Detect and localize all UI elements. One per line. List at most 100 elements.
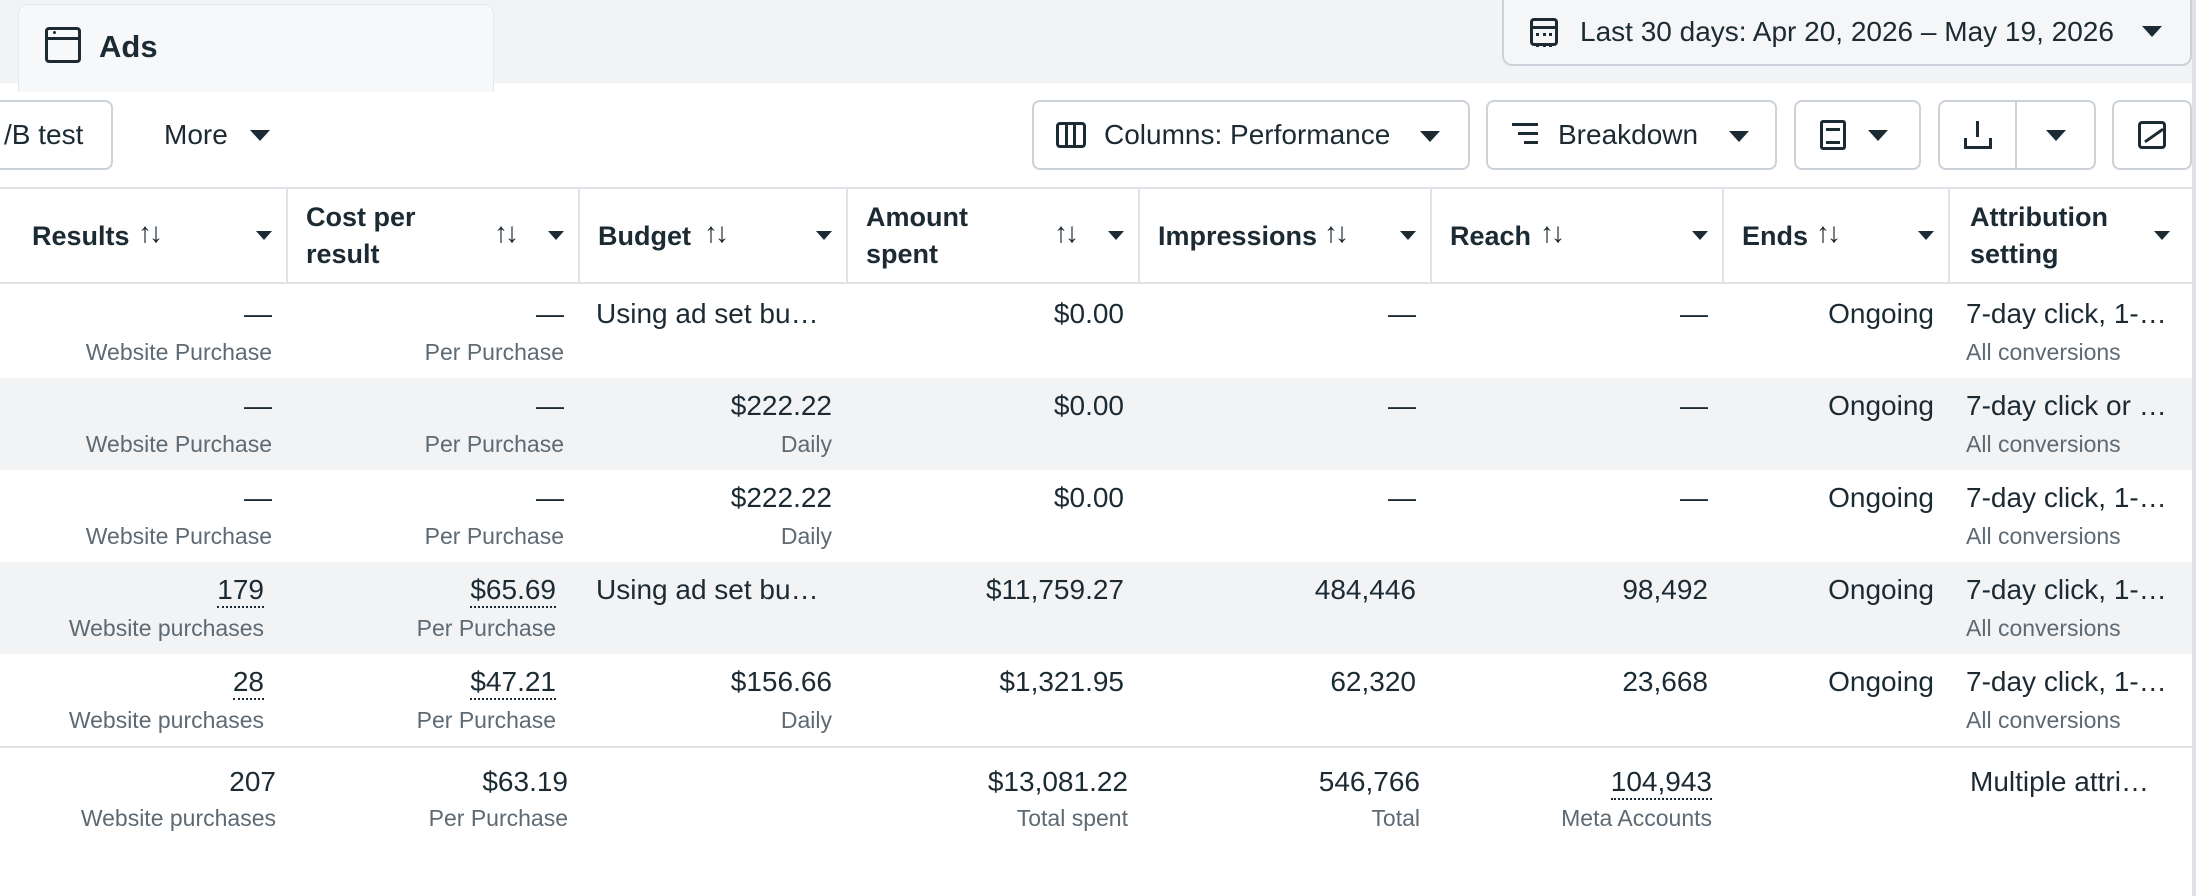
column-header-budget[interactable]: Budget ↑↓ [580, 189, 848, 284]
results-value: — [244, 298, 272, 329]
reports-button[interactable] [1794, 100, 1921, 170]
column-header-impressions[interactable]: Impressions ↑↓ [1140, 189, 1432, 284]
totals-row: 207 Website purchases $63.19 Per Purchase … [0, 746, 2196, 842]
attribution-value: 7-day click, 1-… [1966, 666, 2167, 697]
column-header-label: Reach [1450, 221, 1532, 251]
cost-per-result-type: Per Purchase [424, 431, 564, 457]
ends-value: Ongoing [1828, 298, 1934, 329]
table-row[interactable]: 179 Website purchases $65.69 Per Purchase … [0, 562, 2196, 654]
column-header-results[interactable]: Results ↑↓ [0, 189, 288, 284]
budget-type: Daily [780, 523, 832, 549]
table-header: Results ↑↓ Cost per result ↑↓ Budget ↑↓ A… [0, 187, 2196, 284]
sort-icon[interactable]: ↑↓ [494, 217, 519, 248]
columns-button[interactable]: Columns: Performance [1032, 100, 1470, 170]
chevron-down-icon [1729, 131, 1749, 142]
total-amount-spent-value: $13,081.22 [987, 766, 1128, 797]
table-row[interactable]: — Website Purchase — Per Purchase $222.22 D… [0, 470, 2196, 562]
total-results-type: Website purchases [80, 805, 276, 831]
cost-per-result-value: — [536, 482, 564, 513]
column-header-reach[interactable]: Reach ↑↓ [1432, 189, 1724, 284]
ab-test-button[interactable]: /B test [0, 100, 113, 170]
chevron-down-icon[interactable] [548, 231, 564, 240]
attribution-value: 7-day click, 1-… [1966, 574, 2167, 605]
column-header-label: Cost per result [306, 202, 416, 269]
cost-per-result-type: Per Purchase [416, 615, 556, 641]
sort-icon[interactable]: ↑↓ [138, 217, 163, 248]
attribution-type: All conversions [1966, 339, 2121, 365]
column-header-ends[interactable]: Ends ↑↓ [1724, 189, 1950, 284]
chevron-down-icon[interactable] [816, 231, 832, 240]
budget-value: $222.22 [730, 390, 832, 421]
table-row[interactable]: — Website Purchase — Per Purchase $222.22 D… [0, 378, 2196, 470]
ads-tab[interactable]: Ads [18, 4, 494, 92]
reach-value: — [1680, 482, 1708, 513]
results-value[interactable]: 179 [217, 574, 264, 608]
chevron-down-icon[interactable] [1108, 231, 1124, 240]
results-type: Website Purchase [85, 523, 272, 549]
ends-value: Ongoing [1828, 482, 1934, 513]
cost-per-result-type: Per Purchase [416, 707, 556, 733]
breakdown-icon [1512, 121, 1540, 149]
cost-per-result-value[interactable]: $47.21 [470, 666, 556, 700]
column-header-label: Impressions [1158, 221, 1318, 251]
impressions-value: — [1388, 390, 1416, 421]
total-amount-spent-label: Total spent [1016, 805, 1128, 831]
chevron-down-icon[interactable] [1692, 231, 1708, 240]
chevron-down-icon[interactable] [1918, 231, 1934, 240]
chevron-down-icon [2045, 129, 2066, 141]
results-type: Website purchases [68, 707, 264, 733]
amount-spent-value: $11,759.27 [985, 574, 1124, 605]
chevron-down-icon[interactable] [1400, 231, 1416, 240]
export-options-button[interactable] [2017, 102, 2094, 168]
chevron-down-icon[interactable] [2154, 231, 2170, 240]
charts-button[interactable] [2112, 100, 2192, 170]
ends-value: Ongoing [1828, 666, 1934, 697]
ads-table: Results ↑↓ Cost per result ↑↓ Budget ↑↓ A… [0, 187, 2196, 284]
amount-spent-value: $0.00 [1053, 482, 1124, 513]
columns-icon [1056, 122, 1086, 148]
chevron-down-icon [1420, 131, 1440, 142]
table-row[interactable]: — Website Purchase — Per Purchase Using ad… [0, 286, 2196, 378]
total-cost-per-result-type: Per Purchase [428, 805, 568, 831]
budget-type: Daily [780, 707, 832, 733]
chevron-down-icon[interactable] [256, 231, 272, 240]
results-value[interactable]: 28 [232, 666, 264, 700]
results-type: Website purchases [68, 615, 264, 641]
date-range-picker[interactable]: Last 30 days: Apr 20, 2026 – May 19, 202… [1502, 0, 2192, 66]
sort-icon[interactable]: ↑↓ [704, 217, 729, 248]
column-header-label: Budget [598, 221, 691, 251]
table-row[interactable]: 28 Website purchases $47.21 Per Purchase $… [0, 654, 2196, 746]
column-header-label: Attribution setting [1970, 202, 2108, 269]
download-icon [1963, 121, 1992, 149]
column-header-label: Ends [1742, 221, 1809, 251]
total-reach-value[interactable]: 104,943 [1610, 766, 1712, 800]
attribution-value: 7-day click or … [1966, 390, 2167, 421]
column-header-label: Results [32, 221, 130, 251]
sort-icon[interactable]: ↑↓ [1540, 217, 1565, 248]
results-value: — [244, 482, 272, 513]
sort-icon[interactable]: ↑↓ [1324, 217, 1349, 248]
impressions-value: 484,446 [1314, 574, 1416, 605]
window-icon [45, 27, 81, 63]
cost-per-result-type: Per Purchase [424, 339, 564, 365]
attribution-type: All conversions [1966, 523, 2121, 549]
breakdown-button[interactable]: Breakdown [1486, 100, 1777, 170]
column-header-attribution-setting[interactable]: Attribution setting [1950, 189, 2192, 284]
impressions-value: — [1388, 482, 1416, 513]
total-impressions-label: Total [1371, 805, 1420, 831]
column-header-amount-spent[interactable]: Amount spent ↑↓ [848, 189, 1140, 284]
reach-value: 23,668 [1622, 666, 1708, 697]
cost-per-result-value[interactable]: $65.69 [470, 574, 556, 608]
sort-icon[interactable]: ↑↓ [1054, 217, 1079, 248]
total-cost-per-result-value: $63.19 [482, 766, 568, 797]
total-attribution-value: Multiple attri… [1970, 766, 2149, 797]
column-header-cost-per-result[interactable]: Cost per result ↑↓ [288, 189, 580, 284]
impressions-value: 62,320 [1330, 666, 1416, 697]
more-button[interactable]: More [138, 100, 286, 170]
export-button[interactable] [1940, 102, 2018, 168]
sort-icon[interactable]: ↑↓ [1816, 217, 1841, 248]
chevron-down-icon [1868, 129, 1888, 141]
attribution-type: All conversions [1966, 707, 2121, 733]
ends-value: Ongoing [1828, 390, 1934, 421]
cost-per-result-type: Per Purchase [424, 523, 564, 549]
